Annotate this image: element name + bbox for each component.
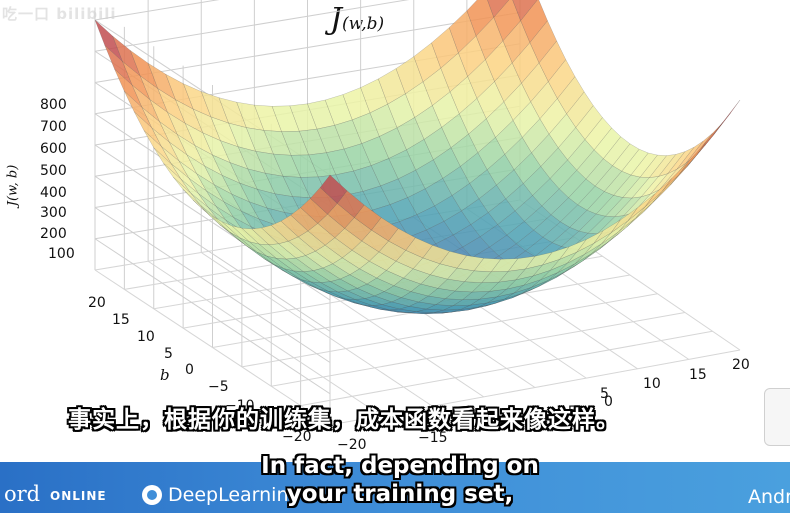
b-tick: −5 [208,379,229,395]
grid-line [94,0,220,21]
surface-patch [657,151,686,177]
surface-patch [713,99,741,135]
w-tick: −15 [418,430,448,446]
surface-patch [667,146,695,174]
surface-patch [639,154,668,178]
surface-patch [493,0,521,42]
course-footer-banner: ord ONLINE DeepLearnin Andr [0,462,790,513]
english-subtitle-line1: In fact, depending on [261,453,539,479]
surface-patch [621,148,649,176]
w-tick: 20 [732,357,750,373]
deeplearning-logo-text: DeepLearnin [168,484,289,506]
surface-patch [696,121,724,156]
grid-line [94,0,410,52]
deeplearning-logo-icon [142,485,162,505]
stanford-logo-text: ord [4,482,41,506]
z-tick: 400 [40,185,67,201]
z-tick: 600 [40,141,67,157]
w-tick: −10 [492,415,522,431]
surface-patch [593,127,622,160]
b-tick: 0 [185,362,194,378]
surface-patch [557,76,585,115]
instructor-name: Andr [748,486,790,508]
z-tick: 500 [40,163,67,179]
english-subtitle-line2: your training set, [286,481,514,507]
z-tick: 300 [40,205,67,221]
b-tick: 15 [112,312,130,328]
z-tick: 200 [40,226,67,242]
surface-patch [648,154,677,178]
w-tick: −5 [556,404,577,420]
b-tick: −10 [225,398,255,414]
z-tick: 700 [40,119,67,135]
surface-patch [529,20,557,64]
chinese-subtitle: 事实上，根据你的训练集，成本函数看起来像这样。 [68,407,620,433]
surface-patch [676,140,704,170]
grid-line [94,238,331,395]
z-tick: 800 [40,97,67,113]
w-tick: 0 [604,394,613,410]
z-tick: 100 [48,246,75,262]
b-tick: 20 [88,295,106,311]
w-tick: 5 [600,386,609,402]
cost-surface [94,0,741,315]
grid-line [94,12,521,83]
z-axis-label: J(w, b) [5,164,21,207]
surface-patch [685,133,713,164]
w-tick: −20 [337,437,367,453]
b-axis-label: b [160,366,170,384]
surface-patch [630,152,658,178]
b-tick: −20 [282,429,312,445]
w-tick: 10 [643,376,661,392]
bilibili-watermark: 吃一口 bilibili [2,5,117,23]
b-tick: 10 [137,329,155,345]
plot-title-sub: (w,b) [342,14,385,34]
b-tick: 5 [164,346,173,362]
grid-line [94,175,331,332]
side-widget[interactable] [764,388,790,446]
b-tick: −15 [250,415,280,431]
w-tick: 15 [689,367,707,383]
online-label: ONLINE [50,489,107,503]
grid-line [94,207,331,363]
english-subtitle: In fact, depending on your training set, [210,452,590,508]
